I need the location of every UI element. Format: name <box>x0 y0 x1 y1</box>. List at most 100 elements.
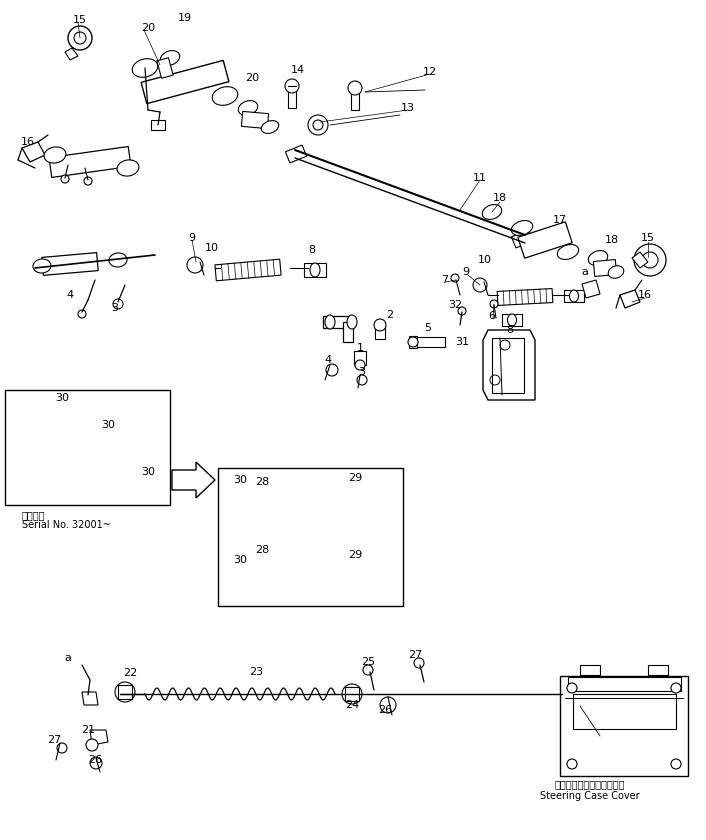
Circle shape <box>68 26 92 50</box>
Circle shape <box>224 517 240 533</box>
Circle shape <box>112 400 128 416</box>
Circle shape <box>458 307 466 315</box>
Circle shape <box>326 364 338 376</box>
Circle shape <box>473 278 487 292</box>
Circle shape <box>80 452 96 468</box>
Polygon shape <box>90 730 108 745</box>
Circle shape <box>112 436 124 448</box>
Circle shape <box>61 175 69 183</box>
Text: 31: 31 <box>455 337 469 347</box>
Bar <box>285 145 306 163</box>
Circle shape <box>240 530 260 550</box>
Text: ステアリングケースカバー: ステアリングケースカバー <box>555 779 626 789</box>
Polygon shape <box>82 692 98 705</box>
Text: 10: 10 <box>205 243 219 253</box>
Text: 16: 16 <box>638 290 652 300</box>
Text: 32: 32 <box>448 300 462 310</box>
Text: 21: 21 <box>81 725 95 735</box>
Text: 25: 25 <box>361 657 375 667</box>
Text: 2: 2 <box>386 310 393 320</box>
Ellipse shape <box>608 265 624 278</box>
Bar <box>517 222 572 258</box>
Text: 27: 27 <box>408 650 422 660</box>
Text: 30: 30 <box>141 467 155 477</box>
Circle shape <box>363 665 373 675</box>
Polygon shape <box>44 455 56 468</box>
Bar <box>118 685 132 699</box>
Ellipse shape <box>33 259 51 273</box>
Circle shape <box>346 534 358 546</box>
Circle shape <box>285 79 299 93</box>
Text: 4: 4 <box>325 355 332 365</box>
Circle shape <box>671 683 681 693</box>
Text: 26: 26 <box>88 755 102 765</box>
Circle shape <box>355 360 365 370</box>
Ellipse shape <box>325 315 335 329</box>
Circle shape <box>86 739 98 751</box>
Bar <box>345 687 359 701</box>
Text: 23: 23 <box>249 667 263 677</box>
Circle shape <box>57 743 67 753</box>
Circle shape <box>80 490 92 502</box>
Text: 12: 12 <box>423 67 437 77</box>
Circle shape <box>500 340 510 350</box>
Text: 30: 30 <box>55 393 69 403</box>
Ellipse shape <box>261 121 279 134</box>
Polygon shape <box>22 142 45 162</box>
Text: 18: 18 <box>493 193 507 203</box>
Text: 6: 6 <box>489 311 496 321</box>
Bar <box>218 468 403 606</box>
Ellipse shape <box>588 250 608 265</box>
Bar <box>42 253 98 276</box>
Bar <box>497 289 553 306</box>
Bar <box>304 263 326 277</box>
Bar <box>343 322 353 342</box>
Ellipse shape <box>44 147 66 163</box>
Bar <box>375 325 385 339</box>
Bar <box>141 60 229 103</box>
Polygon shape <box>114 428 122 438</box>
Text: 22: 22 <box>123 668 137 678</box>
Polygon shape <box>582 280 600 298</box>
Bar <box>573 694 676 728</box>
Circle shape <box>567 759 577 769</box>
Bar <box>511 230 532 248</box>
Circle shape <box>84 177 92 185</box>
Circle shape <box>357 375 367 385</box>
Ellipse shape <box>117 160 139 176</box>
Text: 20: 20 <box>141 23 155 33</box>
Text: 18: 18 <box>605 235 619 245</box>
Circle shape <box>187 257 203 273</box>
Circle shape <box>313 120 323 130</box>
Ellipse shape <box>109 253 127 267</box>
Polygon shape <box>222 548 238 560</box>
Ellipse shape <box>557 244 579 260</box>
Circle shape <box>567 683 577 693</box>
Text: 27: 27 <box>47 735 61 745</box>
Text: 13: 13 <box>401 103 415 113</box>
Circle shape <box>222 557 234 569</box>
Circle shape <box>47 427 63 443</box>
Bar <box>502 314 522 326</box>
Text: 3: 3 <box>112 303 119 313</box>
Circle shape <box>451 274 459 282</box>
Circle shape <box>78 310 86 318</box>
Bar <box>338 534 366 546</box>
Ellipse shape <box>508 314 517 326</box>
Text: 24: 24 <box>345 700 359 710</box>
Text: a: a <box>582 267 588 277</box>
Ellipse shape <box>239 101 258 115</box>
Text: 8: 8 <box>309 245 316 255</box>
Polygon shape <box>82 480 94 492</box>
Text: 5: 5 <box>424 323 431 333</box>
Bar <box>593 260 616 276</box>
Text: 28: 28 <box>255 545 269 555</box>
Text: Serial No. 32001~: Serial No. 32001~ <box>22 520 111 530</box>
Circle shape <box>671 759 681 769</box>
Bar <box>492 338 524 392</box>
Text: 3: 3 <box>359 367 366 377</box>
Ellipse shape <box>570 290 578 302</box>
Bar <box>323 316 353 328</box>
Text: 9: 9 <box>462 267 469 277</box>
Text: 26: 26 <box>378 705 392 715</box>
